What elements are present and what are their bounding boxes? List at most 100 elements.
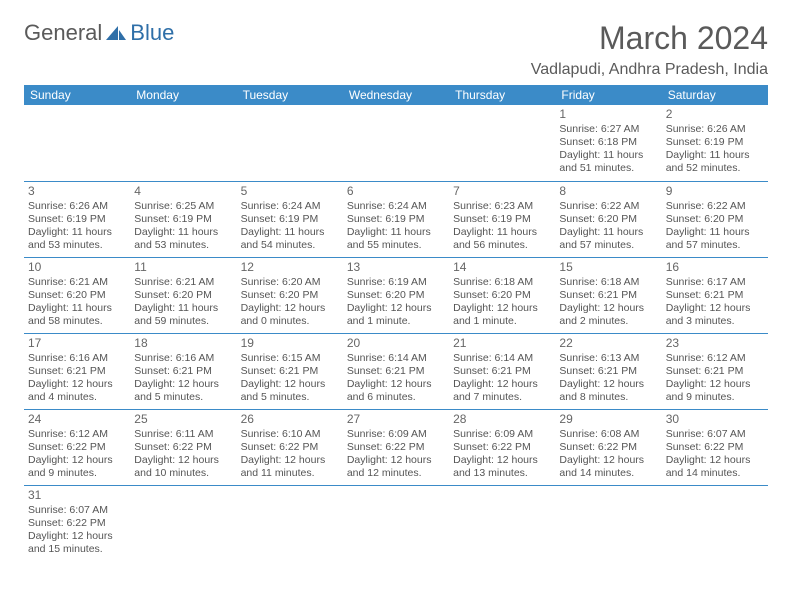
header: General Blue March 2024 Vadlapudi, Andhr…	[24, 20, 768, 79]
sunset-text: Sunset: 6:20 PM	[347, 289, 445, 302]
daylight-text: Daylight: 12 hours	[28, 530, 126, 543]
daylight-text: Daylight: 12 hours	[347, 454, 445, 467]
sunrise-text: Sunrise: 6:16 AM	[28, 352, 126, 365]
sunset-text: Sunset: 6:19 PM	[134, 213, 232, 226]
calendar-day-cell: 26Sunrise: 6:10 AMSunset: 6:22 PMDayligh…	[237, 409, 343, 485]
calendar-empty-cell	[343, 105, 449, 181]
calendar-week-row: 3Sunrise: 6:26 AMSunset: 6:19 PMDaylight…	[24, 181, 768, 257]
sunrise-text: Sunrise: 6:21 AM	[134, 276, 232, 289]
daylight-text: Daylight: 11 hours	[666, 226, 764, 239]
daylight-text: Daylight: 12 hours	[347, 378, 445, 391]
daylight-text: and 4 minutes.	[28, 391, 126, 404]
sunrise-text: Sunrise: 6:10 AM	[241, 428, 339, 441]
day-number: 3	[28, 184, 126, 199]
calendar-day-cell: 6Sunrise: 6:24 AMSunset: 6:19 PMDaylight…	[343, 181, 449, 257]
day-number: 2	[666, 107, 764, 122]
daylight-text: Daylight: 12 hours	[666, 302, 764, 315]
calendar-day-cell: 21Sunrise: 6:14 AMSunset: 6:21 PMDayligh…	[449, 333, 555, 409]
calendar-empty-cell	[237, 485, 343, 561]
daylight-text: Daylight: 12 hours	[453, 454, 551, 467]
daylight-text: Daylight: 12 hours	[241, 302, 339, 315]
calendar-day-cell: 20Sunrise: 6:14 AMSunset: 6:21 PMDayligh…	[343, 333, 449, 409]
calendar-day-cell: 18Sunrise: 6:16 AMSunset: 6:21 PMDayligh…	[130, 333, 236, 409]
sunset-text: Sunset: 6:20 PM	[134, 289, 232, 302]
sunrise-text: Sunrise: 6:23 AM	[453, 200, 551, 213]
daylight-text: and 6 minutes.	[347, 391, 445, 404]
sunset-text: Sunset: 6:21 PM	[453, 365, 551, 378]
day-number: 23	[666, 336, 764, 351]
daylight-text: Daylight: 12 hours	[134, 378, 232, 391]
calendar-day-cell: 11Sunrise: 6:21 AMSunset: 6:20 PMDayligh…	[130, 257, 236, 333]
daylight-text: Daylight: 11 hours	[559, 226, 657, 239]
daylight-text: Daylight: 11 hours	[28, 302, 126, 315]
sunset-text: Sunset: 6:18 PM	[559, 136, 657, 149]
logo-text2: Blue	[130, 20, 174, 46]
daylight-text: and 14 minutes.	[666, 467, 764, 480]
day-number: 10	[28, 260, 126, 275]
sunset-text: Sunset: 6:21 PM	[28, 365, 126, 378]
page-title: March 2024	[531, 20, 768, 57]
daylight-text: and 5 minutes.	[134, 391, 232, 404]
calendar-day-cell: 9Sunrise: 6:22 AMSunset: 6:20 PMDaylight…	[662, 181, 768, 257]
calendar-day-cell: 30Sunrise: 6:07 AMSunset: 6:22 PMDayligh…	[662, 409, 768, 485]
day-number: 29	[559, 412, 657, 427]
day-number: 24	[28, 412, 126, 427]
day-number: 22	[559, 336, 657, 351]
logo: General Blue	[24, 20, 174, 46]
day-number: 26	[241, 412, 339, 427]
calendar-day-cell: 1Sunrise: 6:27 AMSunset: 6:18 PMDaylight…	[555, 105, 661, 181]
day-number: 12	[241, 260, 339, 275]
sunrise-text: Sunrise: 6:16 AM	[134, 352, 232, 365]
daylight-text: and 52 minutes.	[666, 162, 764, 175]
calendar-empty-cell	[24, 105, 130, 181]
day-number: 17	[28, 336, 126, 351]
day-number: 11	[134, 260, 232, 275]
daylight-text: Daylight: 12 hours	[28, 454, 126, 467]
sunrise-text: Sunrise: 6:27 AM	[559, 123, 657, 136]
daylight-text: Daylight: 12 hours	[559, 302, 657, 315]
daylight-text: and 14 minutes.	[559, 467, 657, 480]
weekday-header-row: SundayMondayTuesdayWednesdayThursdayFrid…	[24, 85, 768, 105]
daylight-text: Daylight: 11 hours	[241, 226, 339, 239]
day-number: 13	[347, 260, 445, 275]
day-number: 21	[453, 336, 551, 351]
day-number: 20	[347, 336, 445, 351]
calendar-empty-cell	[130, 485, 236, 561]
sunrise-text: Sunrise: 6:22 AM	[666, 200, 764, 213]
daylight-text: Daylight: 12 hours	[134, 454, 232, 467]
title-block: March 2024 Vadlapudi, Andhra Pradesh, In…	[531, 20, 768, 79]
daylight-text: Daylight: 11 hours	[28, 226, 126, 239]
calendar-day-cell: 13Sunrise: 6:19 AMSunset: 6:20 PMDayligh…	[343, 257, 449, 333]
calendar-day-cell: 25Sunrise: 6:11 AMSunset: 6:22 PMDayligh…	[130, 409, 236, 485]
calendar-empty-cell	[237, 105, 343, 181]
sunrise-text: Sunrise: 6:14 AM	[453, 352, 551, 365]
day-number: 1	[559, 107, 657, 122]
calendar-day-cell: 17Sunrise: 6:16 AMSunset: 6:21 PMDayligh…	[24, 333, 130, 409]
sunrise-text: Sunrise: 6:09 AM	[347, 428, 445, 441]
sunset-text: Sunset: 6:19 PM	[666, 136, 764, 149]
sunset-text: Sunset: 6:22 PM	[666, 441, 764, 454]
daylight-text: and 1 minute.	[347, 315, 445, 328]
daylight-text: and 53 minutes.	[28, 239, 126, 252]
calendar-empty-cell	[449, 105, 555, 181]
weekday-header: Wednesday	[343, 85, 449, 105]
sunset-text: Sunset: 6:20 PM	[28, 289, 126, 302]
day-number: 7	[453, 184, 551, 199]
day-number: 9	[666, 184, 764, 199]
calendar-empty-cell	[555, 485, 661, 561]
calendar-week-row: 24Sunrise: 6:12 AMSunset: 6:22 PMDayligh…	[24, 409, 768, 485]
sunset-text: Sunset: 6:21 PM	[347, 365, 445, 378]
daylight-text: and 0 minutes.	[241, 315, 339, 328]
logo-text1: General	[24, 20, 102, 46]
sunset-text: Sunset: 6:21 PM	[559, 289, 657, 302]
daylight-text: and 55 minutes.	[347, 239, 445, 252]
daylight-text: and 57 minutes.	[559, 239, 657, 252]
calendar-day-cell: 15Sunrise: 6:18 AMSunset: 6:21 PMDayligh…	[555, 257, 661, 333]
daylight-text: Daylight: 12 hours	[453, 378, 551, 391]
daylight-text: Daylight: 11 hours	[347, 226, 445, 239]
daylight-text: Daylight: 12 hours	[559, 454, 657, 467]
sunset-text: Sunset: 6:22 PM	[559, 441, 657, 454]
calendar-day-cell: 4Sunrise: 6:25 AMSunset: 6:19 PMDaylight…	[130, 181, 236, 257]
day-number: 5	[241, 184, 339, 199]
daylight-text: Daylight: 12 hours	[453, 302, 551, 315]
